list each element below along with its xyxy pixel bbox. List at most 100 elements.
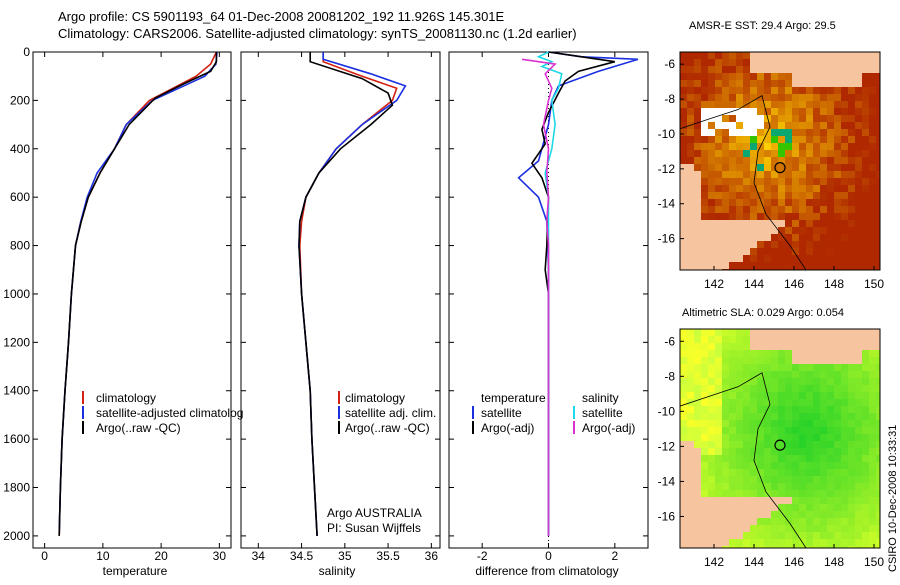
map-cell xyxy=(820,420,827,427)
map-cell xyxy=(827,490,834,497)
map-cell xyxy=(743,448,750,455)
map-cell xyxy=(687,413,694,420)
map-cell xyxy=(722,206,729,213)
map-cell xyxy=(722,185,729,192)
map-cell xyxy=(750,469,757,476)
map-cell xyxy=(750,364,757,371)
map-cell xyxy=(862,115,869,122)
map-cell xyxy=(778,164,785,171)
map-cell xyxy=(771,448,778,455)
map-cell xyxy=(855,448,862,455)
map-cell xyxy=(694,80,701,87)
map-cell xyxy=(743,546,750,548)
map-cell xyxy=(869,206,876,213)
map-cell xyxy=(799,185,806,192)
map-cell xyxy=(764,476,771,483)
map-cell xyxy=(764,399,771,406)
map-cell xyxy=(869,371,876,378)
map-cell xyxy=(736,490,743,497)
map-cell xyxy=(841,164,848,171)
map-cell xyxy=(729,350,736,357)
map-cell xyxy=(722,343,729,350)
map-cell xyxy=(855,497,862,504)
map-cell xyxy=(757,399,764,406)
y-tick-label: -12 xyxy=(658,162,676,176)
map-cell xyxy=(757,427,764,434)
map-cell xyxy=(680,399,687,406)
map-cell xyxy=(855,455,862,462)
map-cell xyxy=(729,462,736,469)
map-cell xyxy=(834,164,841,171)
map-cell xyxy=(841,157,848,164)
map-cell xyxy=(834,122,841,129)
x-tick-label: 36 xyxy=(425,549,439,563)
map-cell xyxy=(869,87,876,94)
map-cell xyxy=(715,66,722,73)
map-cell xyxy=(680,378,687,385)
map-cell xyxy=(757,185,764,192)
salinity-note2: PI: Susan Wijffels xyxy=(327,521,421,535)
map-cell xyxy=(869,213,876,220)
map-cell xyxy=(785,469,792,476)
map-cell xyxy=(806,115,813,122)
map-cell xyxy=(834,192,841,199)
map-cell xyxy=(715,329,722,336)
map-cell xyxy=(813,101,820,108)
y-tick-label: -8 xyxy=(664,92,675,106)
map-cell xyxy=(820,87,827,94)
map-cell xyxy=(729,178,736,185)
map-cell xyxy=(862,364,869,371)
map-cell xyxy=(694,136,701,143)
map-cell xyxy=(757,178,764,185)
map-cell xyxy=(778,434,785,441)
map-cell xyxy=(820,94,827,101)
map-cell xyxy=(862,427,869,434)
map-cell xyxy=(701,455,708,462)
map-cell xyxy=(757,262,764,269)
map-cell xyxy=(820,378,827,385)
map-cell xyxy=(708,364,715,371)
map-cell xyxy=(729,94,736,101)
map-cell xyxy=(841,427,848,434)
map-cell xyxy=(876,392,880,399)
map-cell xyxy=(701,73,708,80)
map-cell xyxy=(876,122,880,129)
map-cell xyxy=(694,343,701,350)
map-cell xyxy=(876,427,880,434)
map-cell xyxy=(813,469,820,476)
map-cell xyxy=(743,52,750,59)
map-cell xyxy=(841,234,848,241)
map-cell xyxy=(799,143,806,150)
legend-sal-argo: Argo(-adj) xyxy=(582,421,635,435)
map-cell xyxy=(701,171,708,178)
map-cell xyxy=(771,73,778,80)
map-cell xyxy=(834,136,841,143)
x-tick-label: 35.5 xyxy=(376,549,400,563)
map-cell xyxy=(876,157,880,164)
map-cell xyxy=(820,213,827,220)
map-cell xyxy=(715,52,722,59)
map-cell xyxy=(855,213,862,220)
map-cell xyxy=(729,546,736,548)
map-cell xyxy=(708,122,715,129)
map-cell xyxy=(792,206,799,213)
map-cell xyxy=(771,122,778,129)
x-tick-label: 144 xyxy=(744,277,764,291)
map-cell xyxy=(876,518,880,525)
map-cell xyxy=(834,399,841,406)
map-cell xyxy=(757,441,764,448)
map-cell xyxy=(799,504,806,511)
map-cell xyxy=(855,171,862,178)
map-cell xyxy=(722,490,729,497)
map-cell xyxy=(820,199,827,206)
map-cell xyxy=(722,59,729,66)
map-cell xyxy=(750,185,757,192)
map-cell xyxy=(785,255,792,262)
map-cell xyxy=(841,511,848,518)
map-cell xyxy=(869,80,876,87)
map-cell xyxy=(729,80,736,87)
series-line xyxy=(58,52,218,536)
map-cell xyxy=(736,357,743,364)
map-cell xyxy=(876,115,880,122)
sla-map: 142 144 146 148 150-6-8-10-12-14-16 xyxy=(658,328,884,569)
